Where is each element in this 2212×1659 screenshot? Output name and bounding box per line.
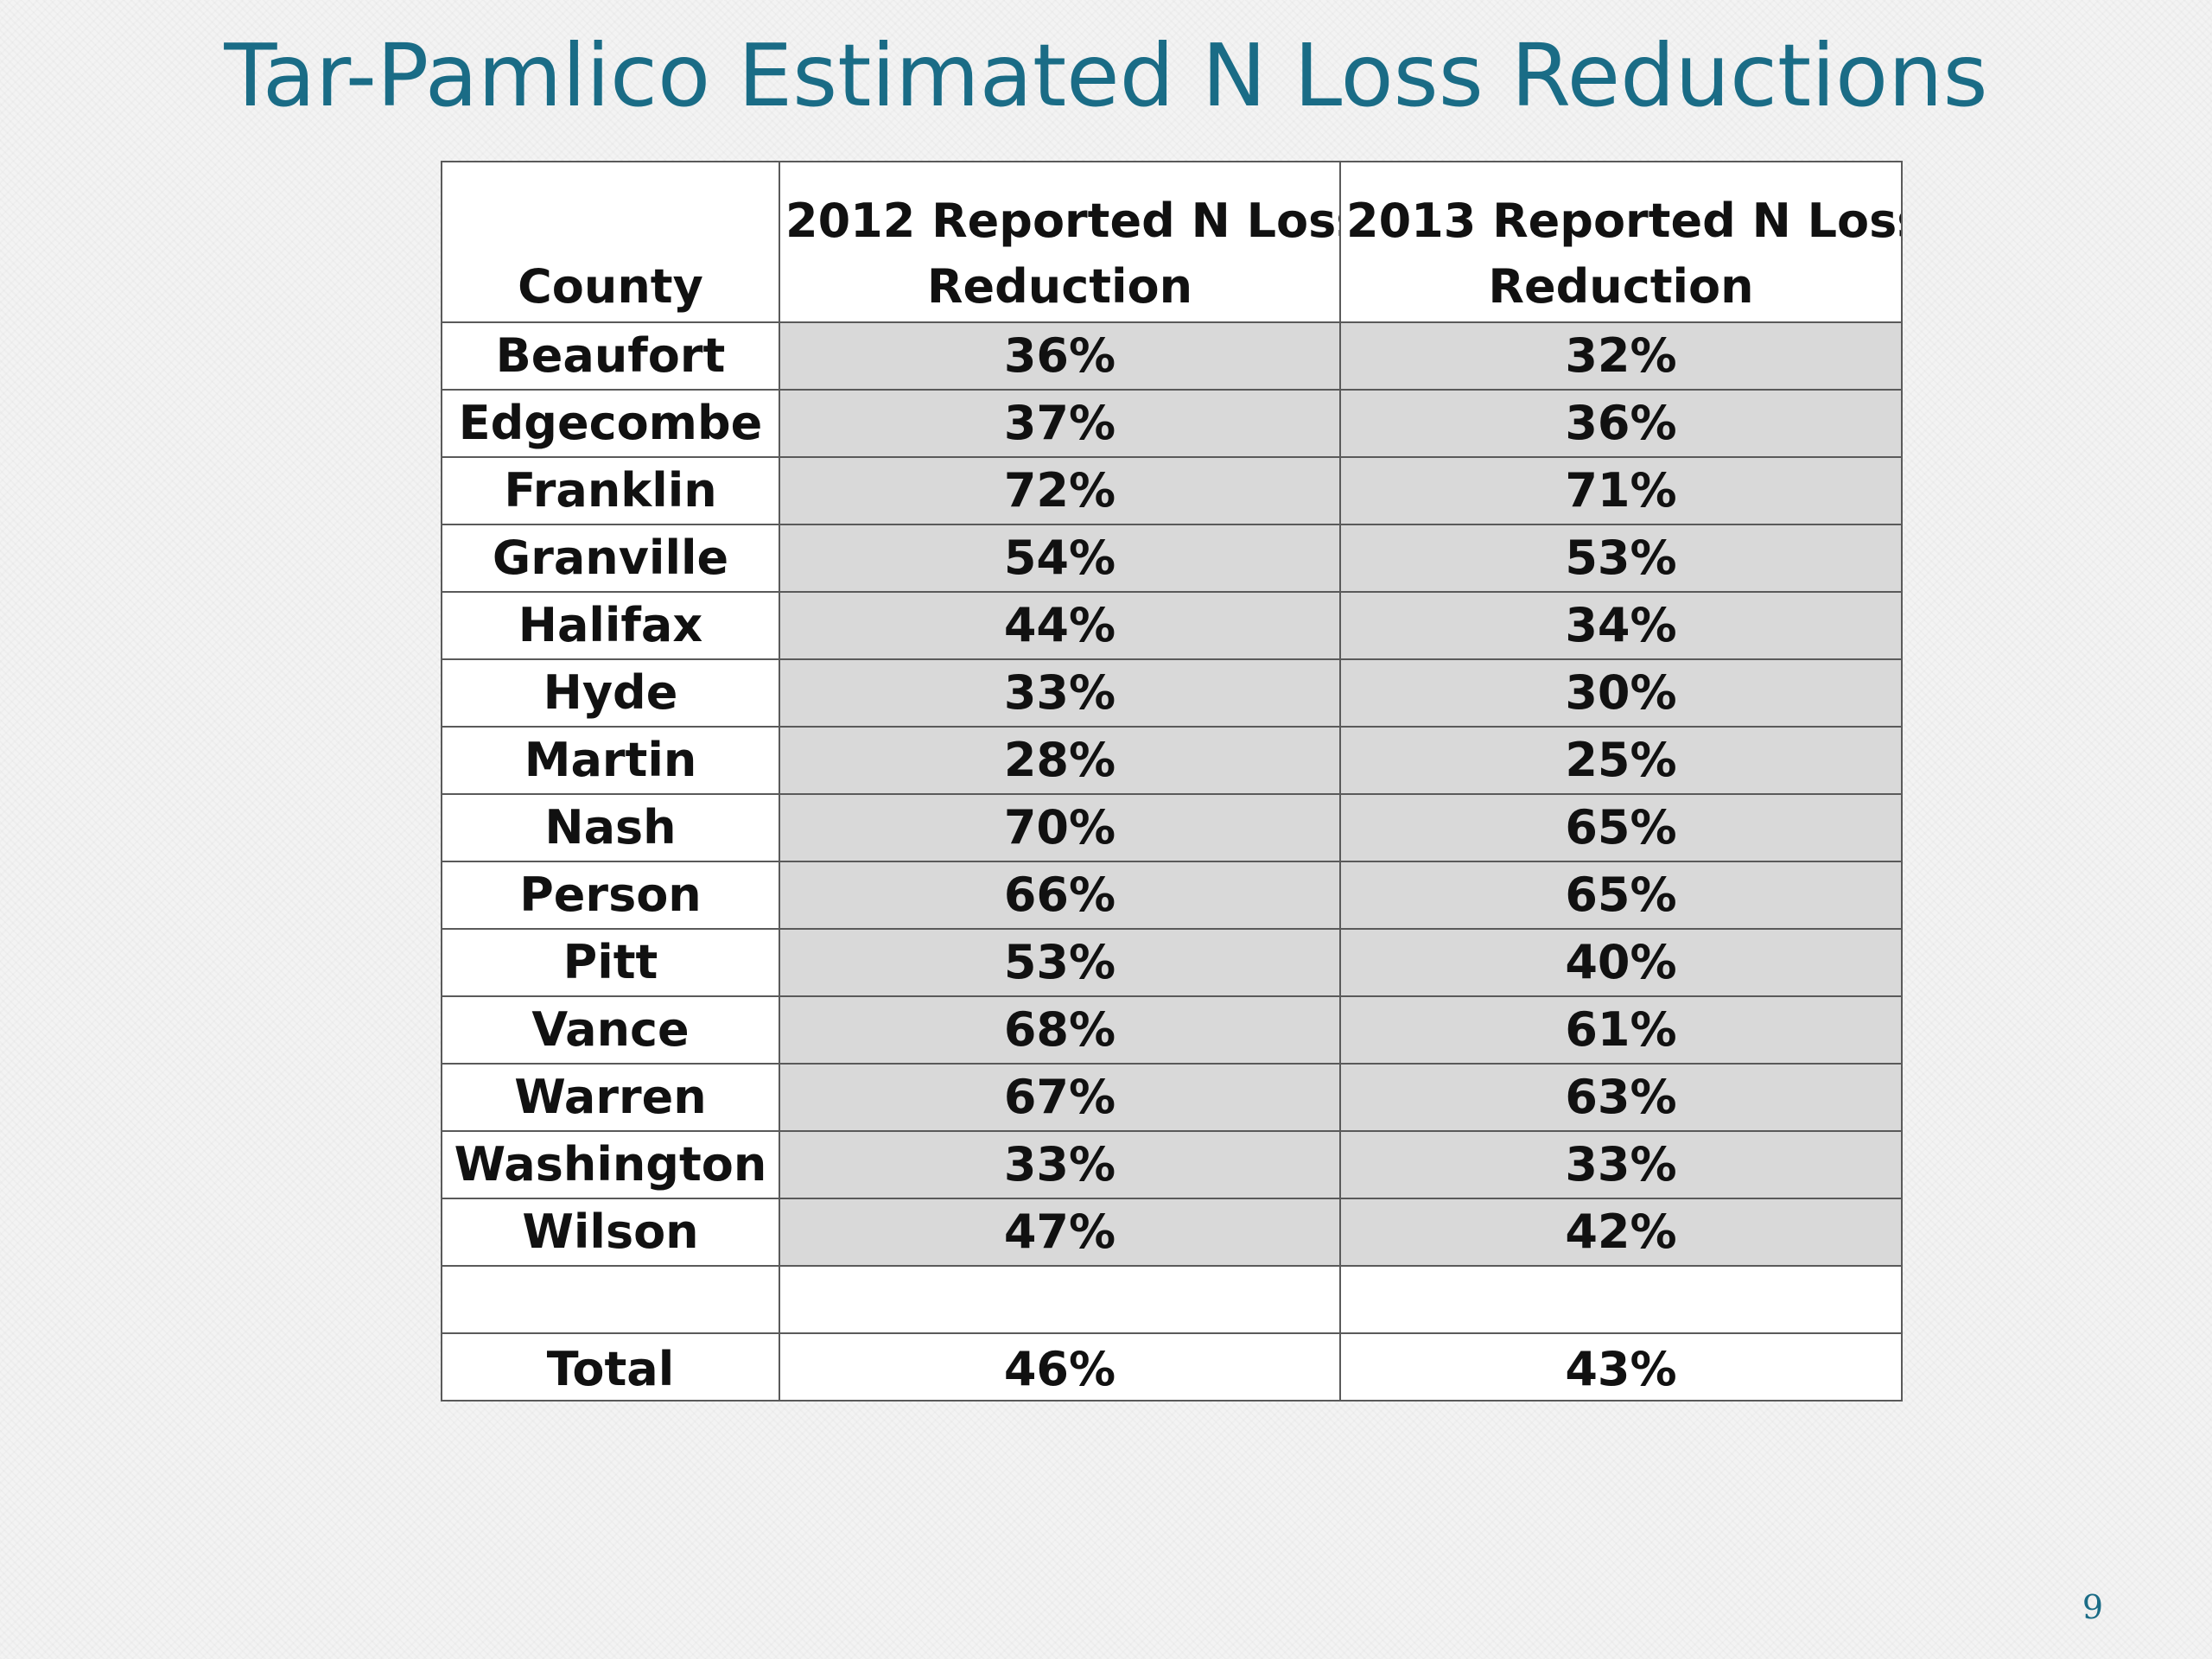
header-2013-line2: Reduction (1488, 259, 1754, 314)
table-row: Martin 28% 25% (441, 726, 1903, 795)
header-county-label: County (518, 259, 703, 314)
county-cell: Granville (441, 524, 780, 593)
value-2012-cell: 66% (779, 861, 1341, 930)
table-row: Nash 70% 65% (441, 793, 1903, 862)
county-cell: Vance (441, 995, 780, 1065)
value-2013-cell: 42% (1339, 1198, 1903, 1267)
reductions-table-container: County 2012 Reported N Loss Reduction 20… (441, 161, 1903, 1402)
total-label-cell: Total (441, 1332, 780, 1402)
table-row: Wilson 47% 42% (441, 1198, 1903, 1267)
table-row: Halifax 44% 34% (441, 591, 1903, 660)
table-row: Granville 54% 53% (441, 524, 1903, 593)
value-2012-cell: 36% (779, 321, 1341, 391)
table-row: Washington 33% 33% (441, 1130, 1903, 1199)
county-cell: Washington (441, 1130, 780, 1199)
county-cell: Warren (441, 1063, 780, 1132)
county-cell: Franklin (441, 456, 780, 525)
county-cell: Wilson (441, 1198, 780, 1267)
header-2013-line1: 2013 Reported N Loss (1346, 194, 1902, 248)
county-cell: Martin (441, 726, 780, 795)
value-2013-cell: 61% (1339, 995, 1903, 1065)
header-2012: 2012 Reported N Loss Reduction (779, 161, 1341, 323)
county-cell: Pitt (441, 928, 780, 997)
blank-row (441, 1265, 1903, 1334)
value-2013-cell: 30% (1339, 658, 1903, 728)
value-2013-cell: 34% (1339, 591, 1903, 660)
value-2012-cell: 70% (779, 793, 1341, 862)
blank-cell (441, 1265, 780, 1334)
county-cell: Nash (441, 793, 780, 862)
value-2012-cell: 72% (779, 456, 1341, 525)
value-2012-cell: 67% (779, 1063, 1341, 1132)
value-2013-cell: 65% (1339, 793, 1903, 862)
county-cell: Person (441, 861, 780, 930)
value-2013-cell: 65% (1339, 861, 1903, 930)
value-2012-cell: 44% (779, 591, 1341, 660)
value-2012-cell: 47% (779, 1198, 1341, 1267)
table-row: Pitt 53% 40% (441, 928, 1903, 997)
header-county: County (441, 161, 780, 323)
page-number: 9 (2082, 1588, 2103, 1626)
table-row: Person 66% 65% (441, 861, 1903, 930)
value-2012-cell: 33% (779, 1130, 1341, 1199)
header-2012-line2: Reduction (926, 259, 1193, 314)
value-2013-cell: 33% (1339, 1130, 1903, 1199)
value-2012-cell: 28% (779, 726, 1341, 795)
table-row: Beaufort 36% 32% (441, 321, 1903, 391)
value-2012-cell: 54% (779, 524, 1341, 593)
value-2013-cell: 40% (1339, 928, 1903, 997)
value-2013-cell: 71% (1339, 456, 1903, 525)
header-row: County 2012 Reported N Loss Reduction 20… (441, 161, 1903, 323)
slide-title: Tar-Pamlico Estimated N Loss Reductions (224, 25, 1988, 126)
value-2012-cell: 53% (779, 928, 1341, 997)
value-2013-cell: 53% (1339, 524, 1903, 593)
value-2013-cell: 25% (1339, 726, 1903, 795)
header-2013: 2013 Reported N Loss Reduction (1339, 161, 1903, 323)
table-row: Warren 67% 63% (441, 1063, 1903, 1132)
value-2012-cell: 68% (779, 995, 1341, 1065)
header-2012-line1: 2012 Reported N Loss (785, 194, 1340, 248)
county-cell: Beaufort (441, 321, 780, 391)
total-2013-cell: 43% (1339, 1332, 1903, 1402)
value-2013-cell: 32% (1339, 321, 1903, 391)
table-row: Vance 68% 61% (441, 995, 1903, 1065)
total-row: Total 46% 43% (441, 1332, 1903, 1402)
reductions-table: County 2012 Reported N Loss Reduction 20… (441, 161, 1903, 1402)
value-2013-cell: 63% (1339, 1063, 1903, 1132)
blank-cell (1339, 1265, 1903, 1334)
value-2013-cell: 36% (1339, 389, 1903, 458)
blank-cell (779, 1265, 1341, 1334)
value-2012-cell: 33% (779, 658, 1341, 728)
total-2012-cell: 46% (779, 1332, 1341, 1402)
value-2012-cell: 37% (779, 389, 1341, 458)
table-row: Hyde 33% 30% (441, 658, 1903, 728)
county-cell: Edgecombe (441, 389, 780, 458)
table-row: Franklin 72% 71% (441, 456, 1903, 525)
county-cell: Halifax (441, 591, 780, 660)
county-cell: Hyde (441, 658, 780, 728)
table-row: Edgecombe 37% 36% (441, 389, 1903, 458)
